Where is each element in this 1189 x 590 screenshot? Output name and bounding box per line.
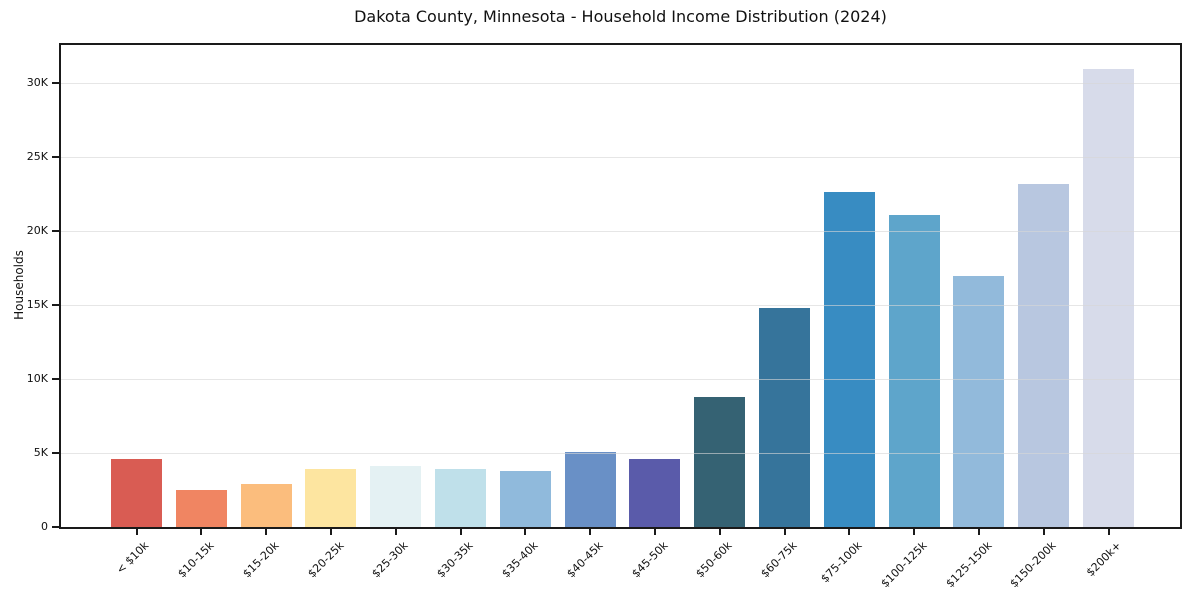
- bar: [629, 459, 681, 527]
- bar: [111, 459, 162, 527]
- bar: [370, 466, 422, 527]
- x-axis-tick: [265, 529, 268, 535]
- gridline: [61, 82, 1180, 84]
- chart-title: Dakota County, Minnesota - Household Inc…: [354, 7, 887, 26]
- y-axis-tick: [52, 156, 59, 159]
- x-tick-label: $15-20k: [240, 539, 282, 581]
- x-axis-tick: [1107, 529, 1110, 535]
- x-tick-label: $10-15k: [175, 539, 217, 581]
- x-tick-label: $100-125k: [878, 539, 930, 590]
- bar: [1083, 68, 1134, 527]
- x-tick-label: $45-50k: [628, 539, 671, 581]
- y-axis-tick: [52, 230, 59, 233]
- x-axis-tick: [718, 529, 721, 535]
- bar: [694, 396, 746, 527]
- bar: [823, 192, 875, 527]
- x-tick-label: $25-30k: [369, 539, 411, 581]
- plot-area: [59, 43, 1182, 529]
- y-tick-label: 25K: [26, 150, 48, 164]
- x-axis-tick: [329, 529, 332, 535]
- x-tick-label: $20-25k: [304, 539, 347, 581]
- bar: [175, 490, 227, 527]
- bar: [759, 308, 810, 527]
- x-axis-tick: [394, 529, 397, 535]
- bar: [888, 215, 940, 527]
- x-tick-label: $150-200k: [1007, 539, 1059, 590]
- bar: [499, 470, 551, 527]
- x-axis-tick: [200, 529, 203, 535]
- x-axis-tick: [783, 529, 786, 535]
- y-tick-label: 10K: [26, 372, 48, 386]
- y-axis-tick: [52, 452, 59, 455]
- x-tick-label: $60-75k: [758, 539, 800, 581]
- bar: [564, 451, 616, 527]
- gridline: [61, 452, 1180, 454]
- x-axis-tick: [135, 529, 138, 535]
- x-axis-tick: [524, 529, 527, 535]
- y-tick-label: 0: [41, 520, 48, 533]
- x-axis-tick: [589, 529, 592, 535]
- y-axis-tick: [52, 304, 59, 307]
- gridline: [61, 156, 1180, 158]
- y-tick-label: 20K: [26, 224, 48, 238]
- bar: [953, 275, 1005, 527]
- x-axis-tick: [977, 529, 980, 535]
- x-axis-tick: [913, 529, 916, 535]
- x-tick-label: $35-40k: [499, 539, 541, 581]
- x-axis-tick: [848, 529, 851, 535]
- gridline: [61, 378, 1180, 380]
- y-axis-tick: [52, 378, 59, 381]
- bar: [435, 469, 486, 527]
- y-tick-label: 5K: [33, 446, 48, 460]
- x-tick-label: $50-60k: [693, 539, 735, 581]
- bar: [1018, 184, 1070, 527]
- x-tick-label: $40-45k: [564, 539, 606, 581]
- x-tick-label: < $10k: [114, 539, 152, 577]
- y-axis-tick: [52, 82, 59, 85]
- bar: [305, 469, 357, 527]
- bar: [240, 484, 292, 527]
- x-axis-tick: [1042, 529, 1045, 535]
- y-tick-label: 30K: [26, 76, 48, 90]
- x-tick-label: $75-100k: [818, 539, 865, 586]
- x-tick-label: $200k+: [1083, 539, 1124, 580]
- y-tick-label: 15K: [26, 298, 48, 312]
- gridline: [61, 230, 1180, 232]
- y-axis-label: Households: [12, 250, 26, 320]
- x-tick-label: $30-35k: [434, 539, 476, 581]
- gridline: [61, 304, 1180, 306]
- x-axis-tick: [653, 529, 656, 535]
- x-tick-label: $125-150k: [942, 539, 995, 590]
- x-axis-tick: [459, 529, 462, 535]
- y-axis-tick: [52, 526, 59, 528]
